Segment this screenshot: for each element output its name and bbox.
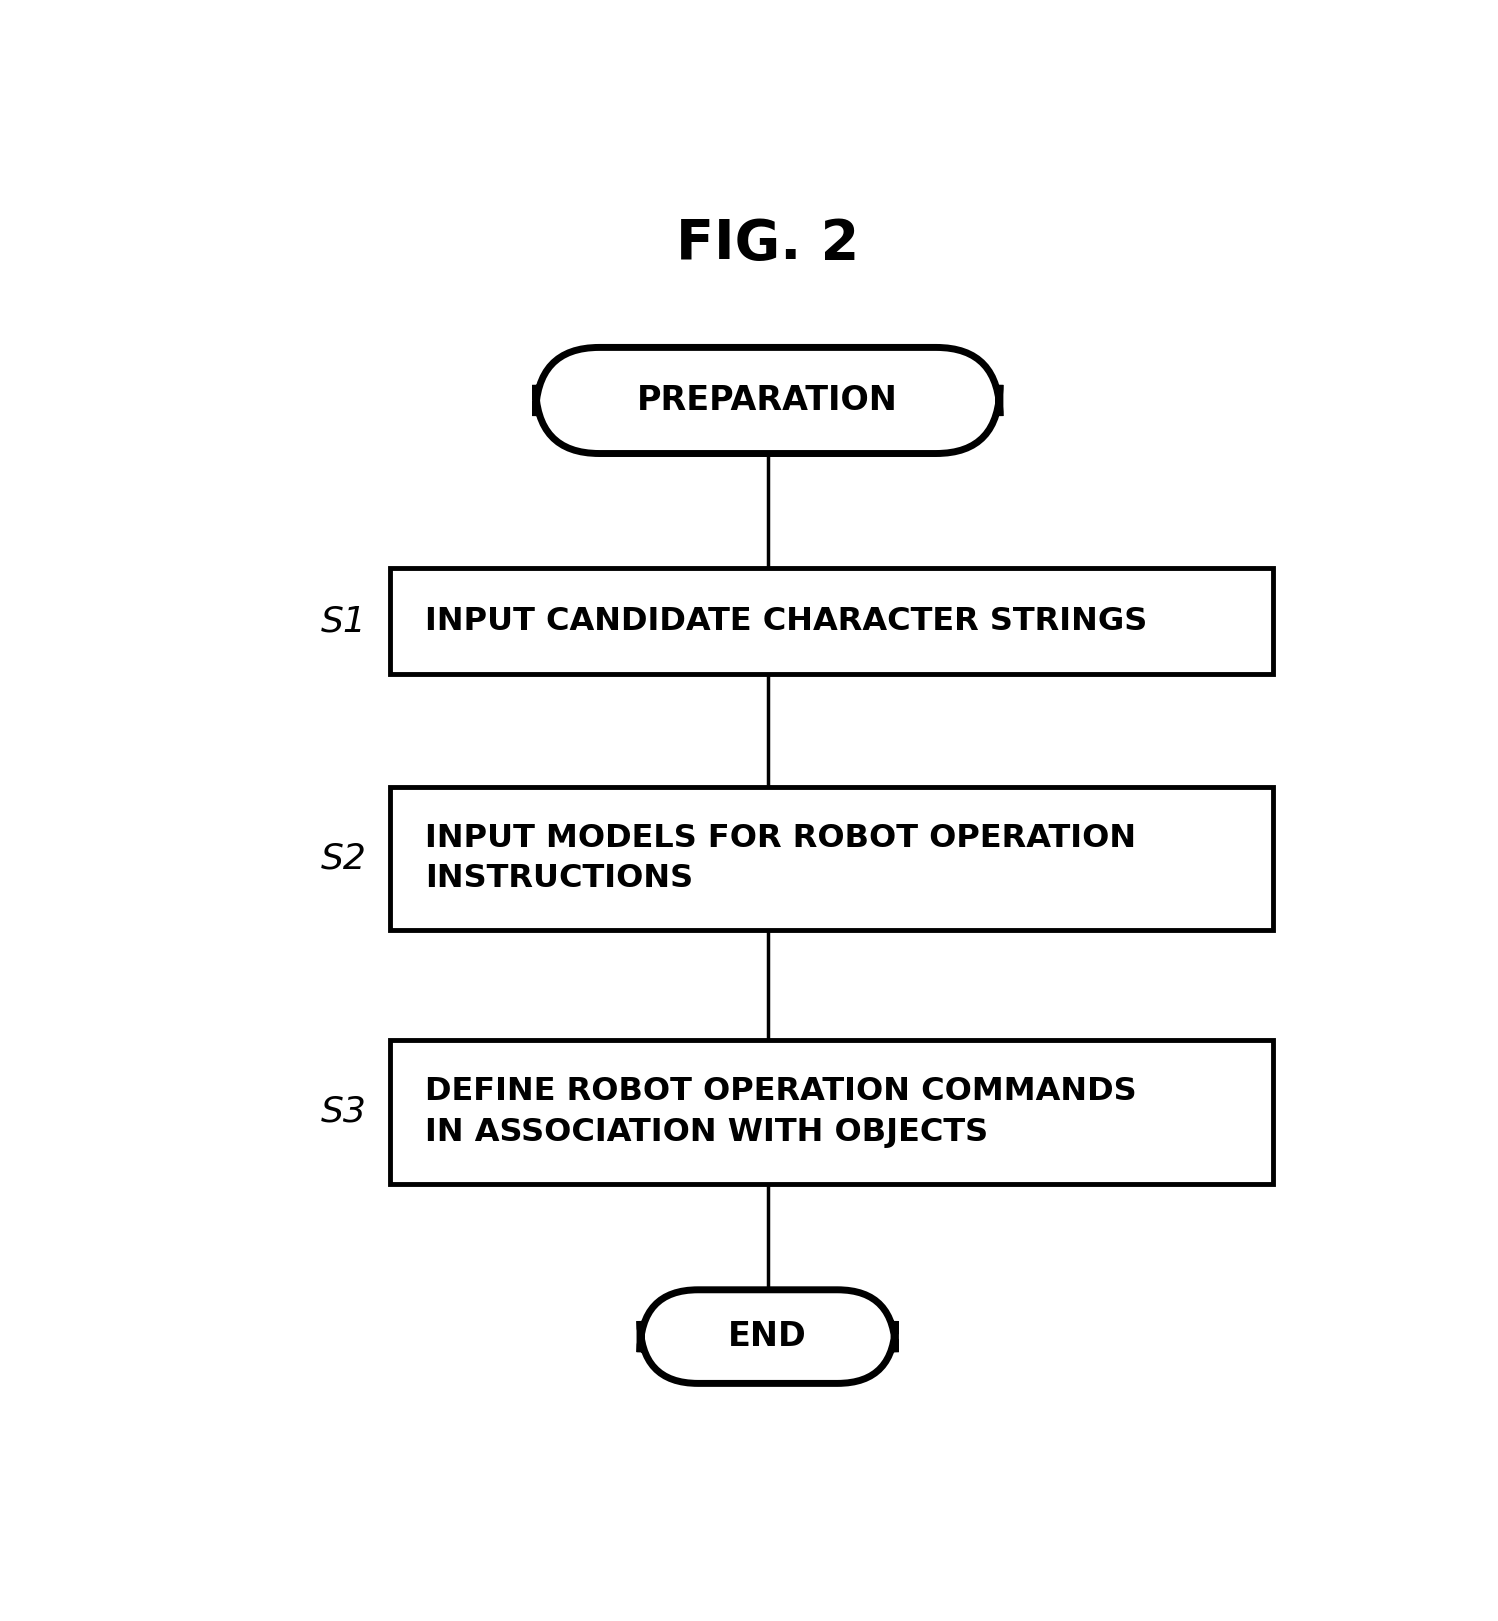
Text: PREPARATION: PREPARATION [637,384,899,417]
Text: DEFINE ROBOT OPERATION COMMANDS
IN ASSOCIATION WITH OBJECTS: DEFINE ROBOT OPERATION COMMANDS IN ASSOC… [425,1076,1137,1148]
Text: S2: S2 [321,841,367,875]
Text: S3: S3 [321,1094,367,1128]
Text: END: END [728,1319,807,1354]
FancyBboxPatch shape [536,347,1001,454]
Bar [391,1041,1273,1183]
Text: INPUT MODELS FOR ROBOT OPERATION
INSTRUCTIONS: INPUT MODELS FOR ROBOT OPERATION INSTRUC… [425,823,1137,895]
Text: S1: S1 [321,605,367,639]
Text: INPUT CANDIDATE CHARACTER STRINGS: INPUT CANDIDATE CHARACTER STRINGS [425,606,1147,637]
Bar [391,569,1273,674]
FancyBboxPatch shape [640,1290,896,1383]
Text: FIG. 2: FIG. 2 [676,217,860,271]
Bar [391,786,1273,930]
